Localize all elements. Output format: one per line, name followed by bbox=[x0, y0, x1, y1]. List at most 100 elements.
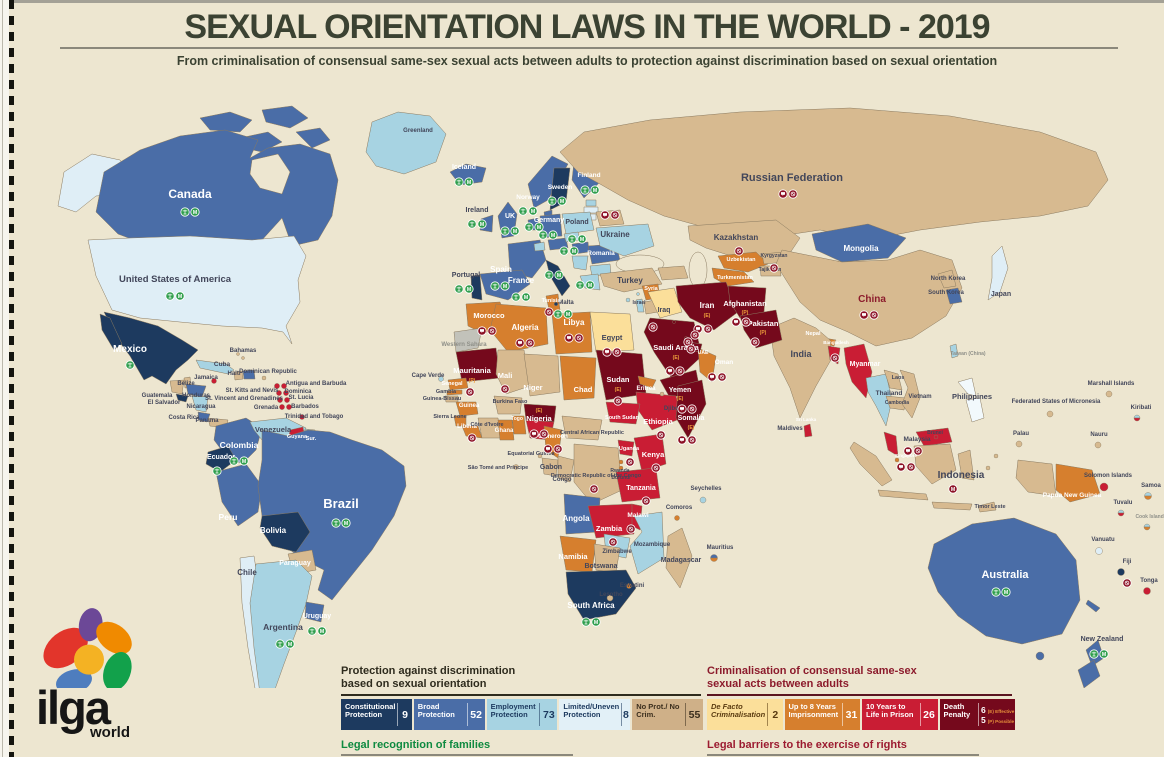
country-label: Costa Rica bbox=[168, 415, 200, 421]
association-barrier-icon bbox=[574, 333, 584, 343]
country-malaysia-peninsula bbox=[883, 431, 899, 457]
marriage-icon: M bbox=[317, 626, 327, 636]
country-label: Dominica bbox=[284, 389, 312, 395]
island bbox=[236, 352, 240, 356]
penalty-note-label: (E) bbox=[677, 396, 684, 402]
country-label: Australia bbox=[981, 569, 1029, 581]
country-south-korea bbox=[945, 287, 963, 305]
island bbox=[276, 390, 282, 396]
svg-text:M: M bbox=[513, 229, 517, 235]
legend-item-label: Constitutional Protection bbox=[345, 702, 396, 719]
country-label: Equatorial Guinea bbox=[507, 451, 555, 457]
country-label: Chad bbox=[574, 385, 593, 394]
joint-adoption-icon bbox=[575, 280, 585, 290]
island bbox=[554, 301, 559, 306]
country-label: Western Sahara bbox=[441, 342, 487, 348]
country-label: Burkina Faso bbox=[493, 399, 528, 405]
island bbox=[618, 459, 624, 465]
country-indonesia-java bbox=[877, 489, 929, 501]
country-label: Poland bbox=[565, 219, 588, 226]
marriage-icon: M bbox=[190, 207, 200, 217]
association-barrier-icon bbox=[741, 317, 751, 327]
svg-text:M: M bbox=[551, 233, 555, 239]
svg-text:M: M bbox=[531, 209, 535, 215]
criminalisation-icon bbox=[830, 353, 840, 363]
svg-text:M: M bbox=[537, 225, 541, 231]
country-label: Botswana bbox=[584, 563, 617, 570]
country-mexico-baja bbox=[99, 313, 123, 351]
country-label: Tanzania bbox=[626, 485, 656, 492]
country-label: Greenland bbox=[403, 128, 433, 134]
criminalisation-icon bbox=[608, 537, 618, 547]
country-india bbox=[769, 317, 833, 419]
country-label: Kiribati bbox=[1131, 405, 1152, 411]
country-cuba bbox=[195, 359, 235, 375]
country-north-korea bbox=[937, 269, 957, 289]
joint-adoption-icon bbox=[180, 207, 190, 217]
country-label: North Korea bbox=[931, 276, 966, 282]
country-new-caledonia bbox=[1085, 599, 1101, 613]
legend-item-label: Death Penalty bbox=[943, 702, 971, 719]
expression-barrier-icon bbox=[859, 310, 869, 320]
page-subtitle: From criminalisation of consensual same-… bbox=[176, 54, 998, 68]
island bbox=[537, 453, 543, 459]
island bbox=[211, 378, 217, 384]
svg-text:M: M bbox=[580, 237, 584, 243]
edge-hairline bbox=[2, 0, 3, 757]
country-label: Congo bbox=[553, 477, 572, 483]
country-label: Democratic Republic of the Congo bbox=[551, 473, 642, 479]
joint-adoption-icon bbox=[538, 230, 548, 240]
country-label: Myanmar bbox=[850, 361, 881, 368]
island bbox=[699, 496, 707, 504]
country-bolivia bbox=[259, 511, 311, 553]
criminalisation-icon bbox=[734, 246, 744, 256]
marriage-icon: M bbox=[464, 284, 474, 294]
svg-text:M: M bbox=[242, 459, 246, 465]
country-estonia bbox=[585, 199, 597, 207]
country-label: China bbox=[858, 294, 886, 305]
country-label: Uzbekistan bbox=[726, 257, 756, 263]
svg-text:M: M bbox=[344, 521, 348, 527]
country-label: Canada bbox=[168, 187, 212, 201]
country-gambia bbox=[446, 389, 463, 396]
country-indonesia-papua bbox=[1015, 459, 1057, 497]
country-label: South Korea bbox=[928, 290, 964, 296]
country-algeria bbox=[489, 303, 549, 353]
country-label: El Salvador bbox=[148, 400, 181, 406]
country-label: Bolivia bbox=[260, 526, 287, 535]
country-label: Romania bbox=[587, 250, 615, 257]
expression-barrier-icon bbox=[707, 372, 717, 382]
criminalisation-icon bbox=[651, 463, 661, 473]
country-sri-lanka bbox=[803, 423, 813, 438]
country-label: Paraguay bbox=[279, 560, 311, 567]
criminalisation-icon bbox=[1122, 578, 1132, 588]
country-myanmar bbox=[843, 343, 873, 399]
country-label: Cook Islands bbox=[1135, 514, 1164, 520]
country-pakistan bbox=[739, 309, 783, 349]
joint-adoption-icon bbox=[212, 466, 222, 476]
country-guatemala bbox=[169, 379, 185, 395]
country-label: Somalia bbox=[678, 415, 705, 422]
country-label: Federated States of Micronesia bbox=[1012, 399, 1101, 405]
country-label: Colombia bbox=[220, 440, 259, 450]
association-barrier-icon bbox=[687, 404, 697, 414]
penalty-note-label: (E) bbox=[536, 408, 543, 414]
association-barrier-icon bbox=[525, 338, 535, 348]
legend-criminalisation-title: Criminalisation of consensual same-sex s… bbox=[707, 665, 1012, 696]
marriage-icon: M bbox=[285, 639, 295, 649]
svg-text:M: M bbox=[1004, 590, 1008, 596]
country-label: Timor Leste bbox=[974, 504, 1005, 510]
legend-item: 10 Years to Life in Prison 26 bbox=[862, 699, 938, 730]
association-barrier-icon bbox=[703, 324, 713, 334]
expression-barrier-icon bbox=[564, 333, 574, 343]
country-congo bbox=[557, 455, 575, 483]
country-canada bbox=[95, 129, 339, 249]
country-label: Yemen bbox=[669, 387, 692, 394]
legend-item-count: 26 bbox=[923, 708, 935, 721]
country-label: Angola bbox=[562, 514, 590, 523]
country-central-african-republic bbox=[561, 415, 603, 441]
country-label: Cambodia bbox=[885, 400, 909, 406]
legend-item: Death Penalty 6 (E) Effective 5 (P) Possible bbox=[939, 699, 1015, 730]
country-label: Bangladesh bbox=[823, 340, 849, 345]
association-barrier-icon bbox=[539, 429, 549, 439]
